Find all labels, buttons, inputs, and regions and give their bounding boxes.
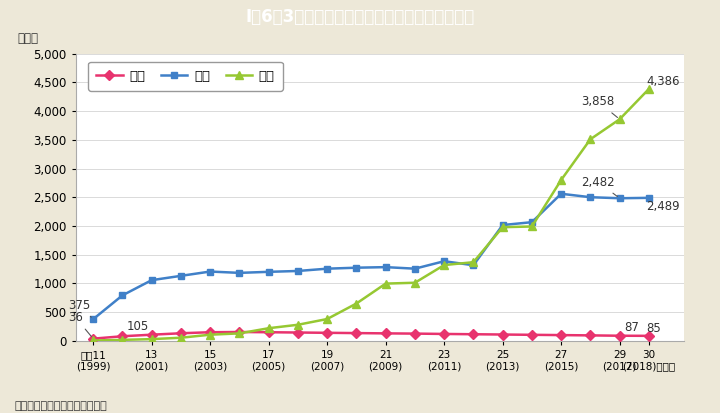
傷害 [586, 195, 595, 199]
傷害 [206, 269, 215, 274]
殺人 [528, 332, 536, 337]
暴行 [382, 281, 390, 286]
暴行 [557, 178, 565, 183]
殺人 [323, 330, 331, 335]
殺人 [206, 330, 215, 335]
暴行 [176, 335, 185, 340]
殺人 [410, 331, 419, 336]
暴行 [644, 86, 653, 91]
傷害 [469, 263, 478, 268]
暴行 [148, 337, 156, 342]
傷害 [352, 265, 361, 270]
殺人 [89, 336, 97, 341]
殺人 [176, 331, 185, 336]
傷害 [148, 278, 156, 282]
傷害 [89, 317, 97, 322]
殺人 [616, 333, 624, 338]
Text: （備考）警察庁資料より作成。: （備考）警察庁資料より作成。 [14, 401, 107, 411]
Text: 2,489: 2,489 [646, 200, 680, 214]
殺人 [440, 332, 449, 337]
傷害 [294, 268, 302, 273]
傷害 [410, 266, 419, 271]
Text: I－6－3図　夫から妻への犯罪の検挙件数の推移: I－6－3図 夫から妻への犯罪の検挙件数の推移 [246, 8, 474, 26]
傷害 [323, 266, 331, 271]
Text: 36: 36 [68, 311, 91, 337]
傷害 [644, 195, 653, 200]
殺人 [264, 330, 273, 335]
暴行 [440, 263, 449, 268]
Text: 85: 85 [646, 323, 661, 335]
Text: 87: 87 [624, 321, 639, 334]
暴行 [89, 338, 97, 343]
傷害 [528, 220, 536, 225]
暴行 [118, 337, 127, 342]
傷害 [264, 269, 273, 274]
暴行 [206, 332, 215, 337]
傷害 [557, 191, 565, 196]
傷害 [118, 293, 127, 298]
殺人 [148, 332, 156, 337]
殺人 [382, 331, 390, 336]
Text: 375: 375 [68, 299, 91, 317]
暴行 [294, 322, 302, 327]
Text: 4,386: 4,386 [646, 76, 680, 88]
Line: 暴行: 暴行 [89, 85, 653, 345]
殺人 [644, 333, 653, 338]
殺人 [352, 331, 361, 336]
暴行 [528, 224, 536, 229]
暴行 [352, 301, 361, 306]
暴行 [264, 326, 273, 331]
Text: 105: 105 [127, 320, 149, 332]
Line: 殺人: 殺人 [90, 328, 652, 342]
傷害 [382, 265, 390, 270]
Text: 3,858: 3,858 [582, 95, 618, 118]
Text: （件）: （件） [18, 32, 39, 45]
殺人 [469, 332, 478, 337]
暴行 [586, 137, 595, 142]
殺人 [586, 333, 595, 338]
殺人 [557, 332, 565, 337]
暴行 [323, 316, 331, 321]
暴行 [235, 331, 243, 336]
Line: 傷害: 傷害 [90, 190, 652, 323]
暴行 [616, 117, 624, 122]
殺人 [235, 330, 243, 335]
暴行 [498, 225, 507, 230]
殺人 [294, 330, 302, 335]
Legend: 殺人, 傷害, 暴行: 殺人, 傷害, 暴行 [89, 62, 283, 90]
傷害 [440, 259, 449, 263]
暴行 [469, 260, 478, 265]
Text: 2,482: 2,482 [582, 176, 618, 197]
殺人 [498, 332, 507, 337]
傷害 [176, 273, 185, 278]
傷害 [498, 223, 507, 228]
暴行 [410, 280, 419, 285]
傷害 [616, 196, 624, 201]
殺人 [118, 334, 127, 339]
傷害 [235, 271, 243, 275]
